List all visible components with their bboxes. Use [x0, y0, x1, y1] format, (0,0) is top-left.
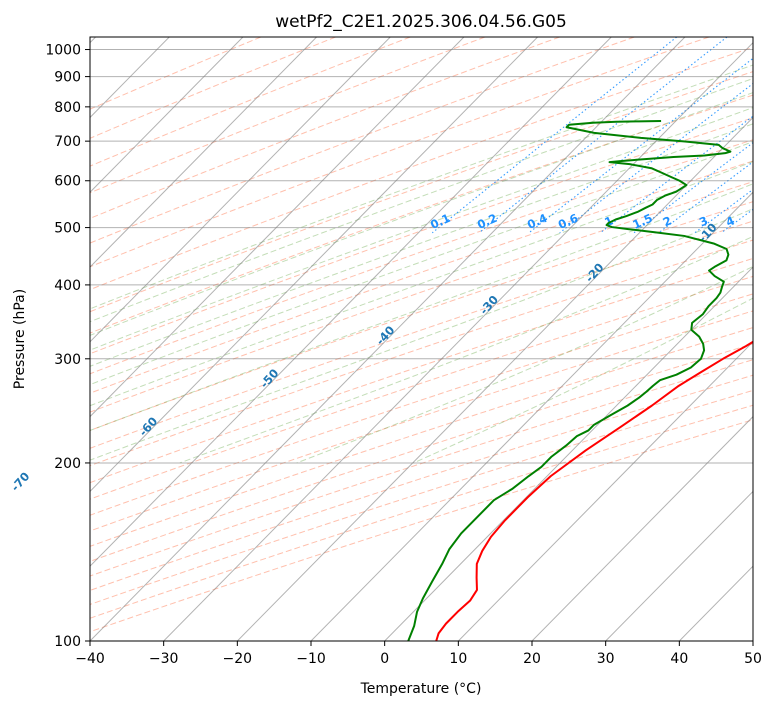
sounding-profiles: [407, 120, 753, 641]
isotherm-gridline: [90, 37, 244, 193]
isotherm-gridline: [90, 37, 391, 343]
x-tick-label: −10: [296, 651, 326, 667]
dry-adiabat: [90, 37, 411, 167]
dry-adiabat: [90, 327, 753, 547]
moist-adiabat: [296, 265, 753, 464]
dry-adiabat: [90, 404, 753, 619]
moist-adiabat: [90, 64, 753, 310]
isotherm-gridline: [605, 490, 753, 641]
moist-adiabat: [90, 107, 753, 351]
dry-adiabat: [90, 37, 635, 244]
y-tick-label: 300: [54, 352, 81, 368]
dry-adiabat: [90, 220, 753, 449]
y-tick-label: 800: [54, 100, 81, 116]
dry-adiabat: [90, 275, 753, 500]
mixing-ratio-line: [599, 115, 753, 234]
isotherm-gridline: [531, 415, 753, 641]
isotherm-gridline: [90, 37, 538, 493]
x-tick-label: 50: [744, 651, 762, 667]
y-tick-label: 1000: [45, 43, 81, 59]
x-tick-label: 0: [380, 651, 389, 667]
dry-adiabat: [90, 359, 753, 577]
isotherm-gridline: [163, 41, 753, 641]
moist-adiabat: [90, 77, 753, 323]
isotherm-gridline: [90, 37, 612, 567]
x-tick-label: 30: [597, 651, 615, 667]
isotherm-gridline: [310, 191, 753, 641]
x-tick-label: −20: [223, 651, 253, 667]
dry-adiabat: [90, 37, 710, 268]
y-axis: 100 200 300 400 500 600 700 800 900 1000: [45, 43, 90, 650]
y-axis-title: Pressure (hPa): [12, 289, 28, 389]
isotherm-gridline: [384, 266, 753, 641]
moist-adiabat: [90, 141, 753, 386]
x-tick-label: 10: [449, 651, 467, 667]
plot-frame: [89, 36, 754, 642]
moist-adiabat: [90, 208, 753, 461]
y-tick-label: 600: [54, 174, 81, 190]
isotherm-gridline: [90, 37, 465, 418]
dry-adiabat: [90, 389, 753, 606]
x-tick-label: −30: [149, 651, 179, 667]
background-lines: [90, 37, 753, 633]
y-tick-label: 400: [54, 278, 81, 294]
chart-title: wetPf2_C2E1.2025.306.04.56.G05: [275, 12, 567, 32]
x-axis: −40 −30 −20 −10 0 10 20 30 40 50: [75, 641, 762, 667]
y-tick-label: 700: [54, 134, 81, 150]
x-tick-label: 40: [670, 651, 688, 667]
dry-adiabat: [90, 419, 753, 633]
moist-adiabat: [90, 92, 753, 336]
moist-adiabat: [90, 160, 753, 407]
grid-lines: [90, 37, 753, 641]
x-tick-label: −40: [75, 651, 105, 667]
dry-adiabat: [90, 181, 753, 413]
mixing-ratio-line: [658, 161, 753, 234]
isotherm-gridline: [90, 37, 686, 641]
isotherm-gridline: [457, 341, 753, 641]
temperature-profile: [435, 340, 753, 641]
dry-adiabat: [90, 117, 753, 355]
y-tick-label: 200: [54, 456, 81, 472]
moist-adiabat: [179, 235, 753, 464]
isotherm-gridline: [90, 37, 317, 268]
dry-adiabat: [90, 71, 753, 313]
x-tick-label: 20: [523, 651, 541, 667]
dry-adiabat: [90, 46, 753, 291]
dry-adiabat: [90, 201, 753, 431]
moist-adiabat: [90, 123, 753, 367]
dry-adiabat: [90, 139, 753, 375]
x-axis-title: Temperature (°C): [360, 681, 482, 697]
plot-area: [90, 37, 753, 641]
y-tick-label: 900: [54, 70, 81, 86]
y-tick-label: 500: [54, 221, 81, 237]
dewpoint-profile: [407, 120, 732, 641]
isotherm-gridline: [236, 116, 753, 641]
dry-adiabat: [90, 37, 336, 139]
dry-adiabat: [90, 257, 753, 484]
mixing-ratio-line: [478, 37, 728, 234]
y-tick-label: 100: [54, 634, 81, 650]
